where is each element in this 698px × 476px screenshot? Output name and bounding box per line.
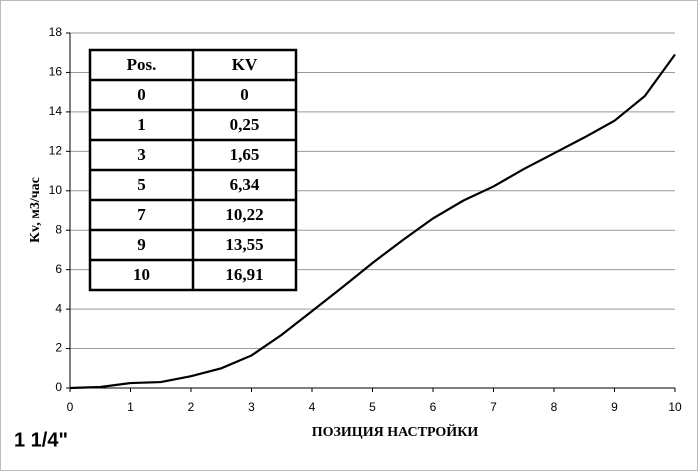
table-cell: 1,65 [230, 145, 260, 164]
data-line [69, 53, 676, 390]
annotation: 1 1/4" [14, 429, 68, 451]
table-cell: KV [232, 55, 258, 74]
table-cell: 5 [137, 175, 146, 194]
table-cell: 0 [137, 85, 146, 104]
x-tick-label: 10 [668, 400, 682, 414]
y-tick-label: 10 [49, 183, 63, 197]
table-cell: 0 [240, 85, 249, 104]
x-tick-label: 5 [369, 400, 376, 414]
table-cell: 3 [137, 145, 146, 164]
x-tick-label: 2 [188, 400, 195, 414]
table-cell: 10 [133, 265, 150, 284]
x-tick-label: 8 [551, 400, 558, 414]
x-tick-label: 0 [67, 400, 74, 414]
x-tick-label: 9 [611, 400, 618, 414]
y-tick-label: 4 [55, 301, 62, 315]
y-tick-label: 12 [49, 144, 63, 158]
y-tick-label: 8 [55, 222, 62, 236]
x-tick-label: 6 [430, 400, 437, 414]
table-cell: 10,22 [225, 205, 263, 224]
x-tick-label: 7 [490, 400, 497, 414]
y-tick-label: 0 [55, 380, 62, 394]
y-tick-label: 16 [49, 65, 63, 79]
x-axis-label: ПОЗИЦИЯ НАСТРОЙКИ [312, 423, 479, 440]
y-tick-label: 6 [55, 262, 62, 276]
x-tick-label: 1 [127, 400, 134, 414]
table-cell: Pos. [127, 55, 157, 74]
table-cell: 1 [137, 115, 146, 134]
table-cell: 0,25 [230, 115, 260, 134]
table-cell: 13,55 [225, 235, 263, 254]
table-cell: 6,34 [230, 175, 260, 194]
table-cell: 9 [137, 235, 146, 254]
table-cell: 7 [137, 205, 146, 224]
x-tick-label: 3 [248, 400, 255, 414]
table-cell: 16,91 [225, 265, 263, 284]
y-tick-label: 18 [49, 25, 63, 39]
y-tick-label: 2 [55, 341, 62, 355]
x-tick-label: 4 [309, 400, 316, 414]
y-tick-label: 14 [49, 104, 63, 118]
y-axis-label: Kv, м3/час [28, 177, 43, 243]
